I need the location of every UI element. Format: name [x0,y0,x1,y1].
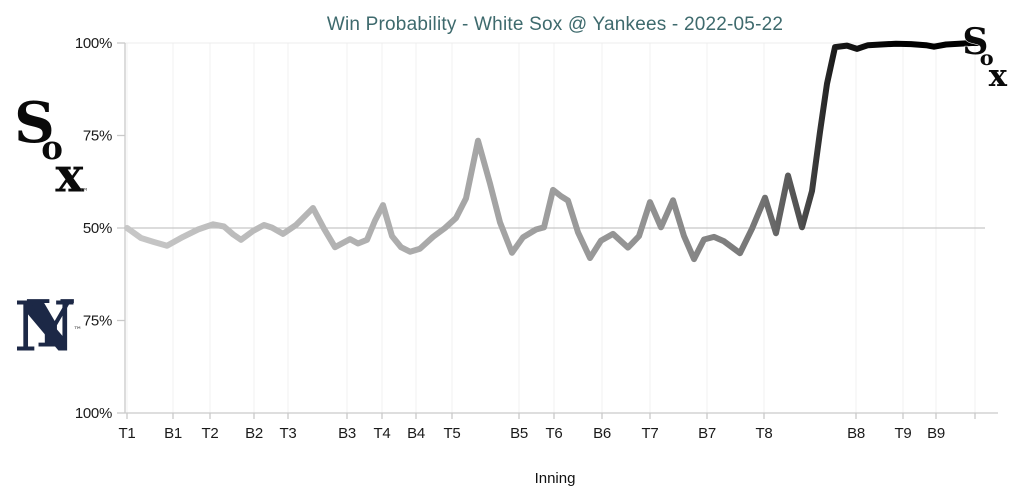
y-tick-label: 75% [83,313,112,330]
white-sox-logo-icon: S o x ™ [13,94,89,196]
win-probability-line [124,40,983,263]
white-sox-line-end-logo: S o x [961,23,1011,89]
x-tick-label: T9 [895,425,912,442]
sox-letter-o: o [41,128,63,167]
x-tick-label: B9 [927,425,945,442]
yankees-trademark: ™ [73,326,82,336]
x-tick-label: B2 [245,425,263,442]
y-tick-label: 100% [75,405,112,422]
x-tick-label: T6 [546,425,563,442]
sox-letter-s: S [14,94,55,156]
x-tick-label: B5 [510,425,528,442]
x-tick-label: B6 [593,425,611,442]
y-tick-label: 100% [75,35,112,52]
x-axis-label: Inning [534,470,576,487]
yankees-letter-n: N [14,287,76,366]
x-tick-label: B8 [847,425,865,442]
sox-trademark: ™ [79,187,89,196]
x-tick-label: T7 [642,425,659,442]
yankees-letter-y: Y [27,287,75,362]
x-tick-label: T8 [756,425,773,442]
y-tick-label: 50% [83,220,112,237]
sox-letter-x: x [55,148,84,196]
y-tick-label: 75% [83,128,112,145]
yankees-logo-icon: N Y ™ [14,287,82,366]
white-sox-line-end-logo-icon: S o x [962,23,1008,89]
white-sox-logo: S o x ™ [12,94,90,196]
x-tick-label: T2 [202,425,219,442]
x-tick-label: T4 [374,425,391,442]
x-tick-label: B3 [338,425,356,442]
x-tick-label: B7 [698,425,716,442]
sox-letter-o: o [980,45,994,70]
chart-title: Win Probability - White Sox @ Yankees - … [326,14,784,35]
x-tick-label: B1 [164,425,182,442]
sox-letter-s: S [962,23,988,63]
x-tick-label: T3 [280,425,297,442]
yankees-logo: N Y ™ [12,286,82,366]
x-tick-label: B4 [407,425,425,442]
x-tick-label: T1 [119,425,136,442]
x-tick-label: T5 [444,425,461,442]
sox-letter-x: x [989,58,1008,89]
